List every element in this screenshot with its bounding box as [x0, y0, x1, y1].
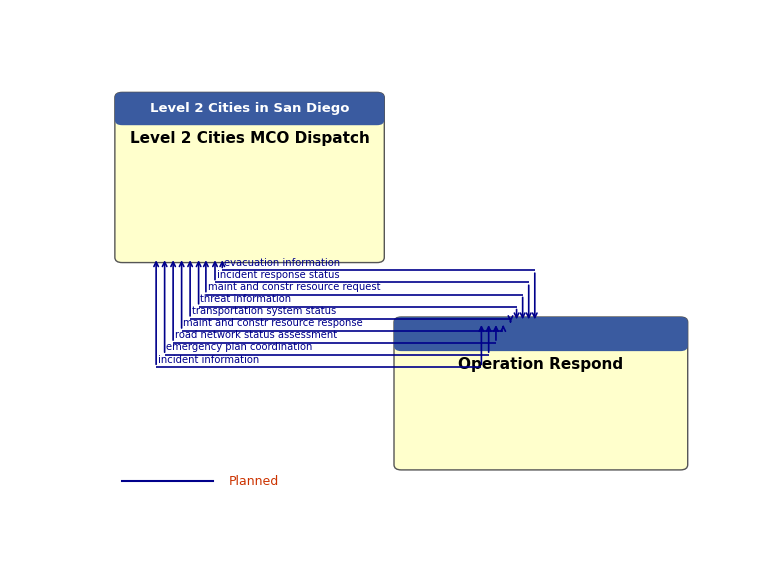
Text: maint and constr resource request: maint and constr resource request [207, 282, 381, 292]
Text: maint and constr resource response: maint and constr resource response [183, 318, 363, 328]
FancyBboxPatch shape [115, 93, 384, 263]
Bar [402, 334, 680, 346]
Text: Level 2 Cities in San Diego: Level 2 Cities in San Diego [150, 102, 349, 116]
Text: incident response status: incident response status [217, 270, 340, 280]
Text: transportation system status: transportation system status [192, 306, 336, 316]
Text: Planned: Planned [229, 475, 279, 488]
FancyBboxPatch shape [115, 93, 384, 125]
Text: road network status assessment: road network status assessment [175, 330, 337, 341]
Text: evacuation information: evacuation information [224, 257, 341, 268]
FancyBboxPatch shape [394, 317, 687, 351]
Text: Level 2 Cities MCO Dispatch: Level 2 Cities MCO Dispatch [130, 131, 370, 146]
FancyBboxPatch shape [394, 317, 687, 470]
Text: emergency plan coordination: emergency plan coordination [167, 342, 313, 352]
Bar [122, 109, 377, 120]
Text: threat information: threat information [200, 294, 291, 304]
Text: incident information: incident information [158, 355, 259, 365]
Text: Operation Respond: Operation Respond [458, 357, 623, 372]
